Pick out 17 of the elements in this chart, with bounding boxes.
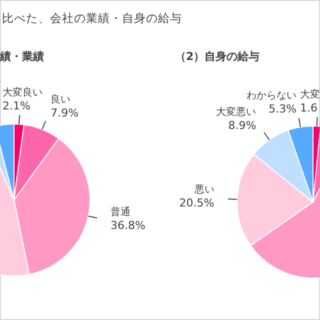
data-label: 2.1% [2,99,30,112]
data-label: 7.9% [50,106,79,120]
slice-label: 良い [50,93,71,106]
chart-subtitle: （2）自身の給与 [175,50,260,63]
slice-label: 普通 [110,206,131,218]
slice-label: 悪い [193,184,214,196]
chart-title: 比べた、会社の業績・自身の給与 [2,11,182,25]
chart-subtitle: 績・業績 [0,50,44,63]
slice-label: 大変良い [2,86,43,98]
data-label: 36.8% [110,218,146,232]
data-label: 1.6 [300,101,318,114]
data-label: 20.5% [179,196,214,210]
slice-label: 大変 [300,88,320,100]
data-label: 8.9% [228,119,256,132]
slice-label: 大変悪い [216,106,256,118]
slice-label: わからない [246,90,297,102]
data-label: 5.3% [268,102,297,116]
